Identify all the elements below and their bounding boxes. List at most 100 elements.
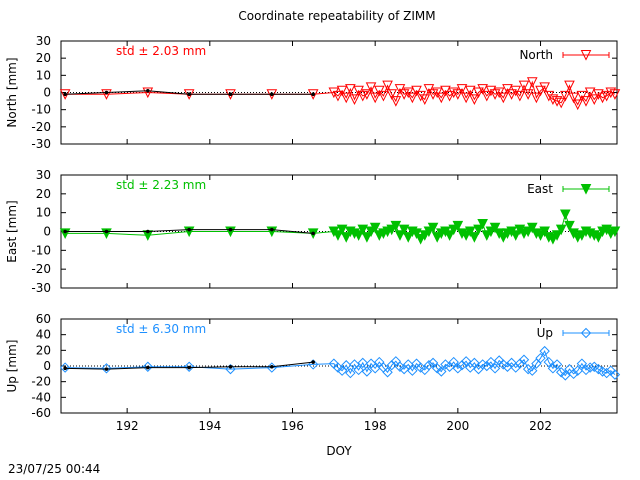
- reference-point: [270, 364, 274, 369]
- data-point: [609, 369, 621, 380]
- data-point: [336, 85, 348, 97]
- data-point: [448, 356, 459, 368]
- reference-point: [187, 92, 191, 97]
- data-point: [460, 92, 472, 104]
- x-tick-label: 192: [116, 419, 139, 433]
- data-point: [580, 364, 592, 376]
- chart-panel-1: 30 20 10 0 -10 -20 -30 East [mm] std ± 2.23 mm Ea…: [5, 168, 621, 295]
- y-tick-label: 10: [36, 68, 51, 82]
- data-point: [332, 362, 344, 373]
- data-point: [59, 362, 71, 373]
- data-point: [498, 92, 509, 104]
- footer-timestamp: 23/07/25 00:44: [8, 462, 100, 476]
- data-point: [481, 360, 492, 372]
- reference-point: [270, 227, 274, 232]
- data-point: [551, 359, 563, 370]
- std-annotation: std ± 2.23 mm: [116, 178, 206, 192]
- data-point: [340, 232, 352, 243]
- data-point: [336, 224, 348, 236]
- data-point: [390, 220, 402, 232]
- y-tick-label: 20: [36, 343, 51, 357]
- data-point: [560, 209, 571, 221]
- data-point: [489, 222, 501, 234]
- data-point: [464, 226, 476, 238]
- data-point: [481, 90, 493, 102]
- data-point: [431, 87, 443, 99]
- y-axis-label: Up [mm]: [5, 340, 19, 393]
- data-point: [576, 90, 588, 102]
- data-point: [361, 89, 373, 100]
- data-point: [560, 370, 571, 381]
- data-point: [609, 226, 621, 238]
- y-tick-label: 0: [43, 359, 51, 373]
- data-point: [369, 92, 381, 104]
- data-point: [584, 362, 596, 373]
- data-point: [551, 230, 563, 241]
- data-point: [402, 87, 414, 99]
- data-point: [564, 80, 575, 92]
- data-point: [527, 365, 538, 376]
- data-point: [382, 367, 393, 378]
- y-axis-label: North [mm]: [5, 57, 19, 127]
- chart-title: Coordinate repeatability of ZIMM: [238, 9, 435, 23]
- data-point: [456, 84, 468, 95]
- reference-point: [63, 366, 67, 371]
- data-point: [506, 89, 517, 100]
- reference-point: [228, 92, 233, 97]
- x-tick-label: 196: [281, 419, 304, 433]
- data-point: [502, 84, 513, 95]
- data-point: [431, 363, 443, 374]
- data-point: [469, 232, 480, 243]
- reference-point: [104, 90, 109, 95]
- data-point: [369, 222, 381, 234]
- data-point: [332, 90, 344, 102]
- reference-point: [104, 229, 109, 234]
- data-point: [609, 89, 621, 100]
- std-annotation: std ± 2.03 mm: [116, 44, 206, 58]
- data-point: [394, 230, 406, 241]
- y-tick-label: -30: [31, 137, 51, 151]
- data-point: [332, 230, 344, 241]
- data-point: [493, 87, 505, 99]
- data-point: [142, 361, 154, 372]
- data-point: [101, 363, 112, 374]
- data-point: [543, 90, 555, 102]
- data-point: [510, 85, 522, 97]
- data-point: [469, 94, 480, 105]
- data-point: [543, 356, 554, 368]
- data-point: [593, 89, 604, 100]
- data-point: [407, 365, 418, 376]
- data-point: [225, 363, 236, 375]
- data-point: [464, 85, 476, 97]
- y-tick-label: -10: [31, 103, 51, 117]
- reference-point: [311, 92, 315, 97]
- data-point: [601, 90, 612, 102]
- data-point: [539, 82, 550, 93]
- legend-label: North: [519, 48, 553, 62]
- data-point: [448, 87, 460, 99]
- reference-point: [104, 367, 109, 371]
- data-point: [452, 220, 464, 232]
- data-point: [564, 220, 575, 232]
- data-point: [423, 360, 435, 371]
- std-annotation: std ± 6.30 mm: [116, 322, 206, 336]
- data-point: [407, 92, 418, 104]
- y-tick-label: -60: [31, 406, 51, 420]
- data-point: [357, 224, 369, 236]
- reference-point: [270, 92, 274, 97]
- reference-point: [187, 227, 191, 232]
- data-point: [369, 363, 381, 374]
- data-point: [555, 224, 567, 236]
- y-tick-label: 10: [36, 206, 51, 220]
- data-point: [353, 230, 364, 241]
- y-tick-label: 0: [43, 86, 51, 100]
- data-point: [555, 97, 567, 109]
- data-point: [535, 352, 546, 364]
- y-tick-label: -10: [31, 243, 51, 257]
- data-point: [349, 94, 360, 105]
- data-point: [584, 87, 596, 99]
- data-point: [183, 361, 195, 372]
- data-point: [361, 232, 373, 243]
